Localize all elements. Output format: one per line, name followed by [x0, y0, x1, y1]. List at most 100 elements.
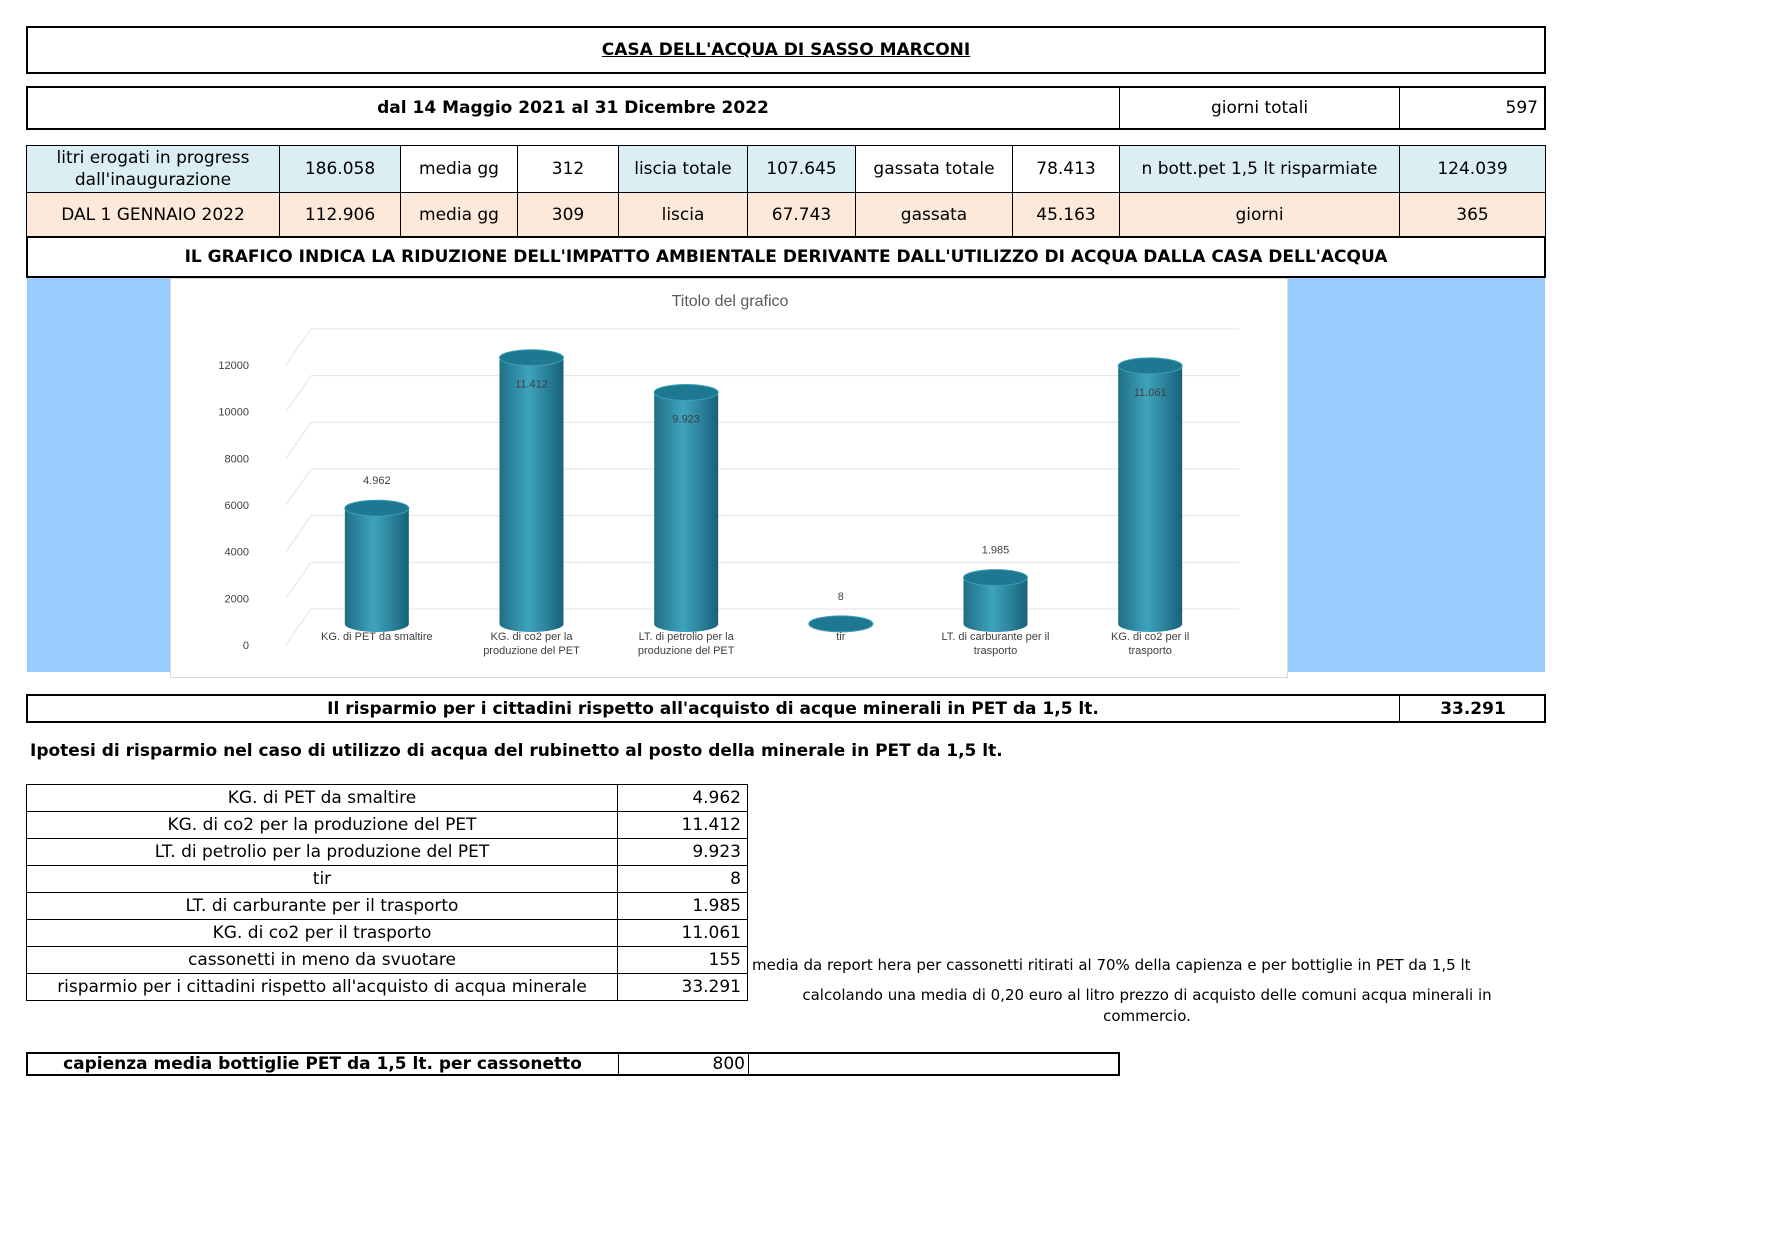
- table-row-value: 11.412: [617, 811, 748, 839]
- row2-total: 112.906: [279, 192, 401, 237]
- table-row-label: cassonetti in meno da svuotare: [26, 946, 618, 974]
- chart-panel: Titolo del grafico 0 2000 4000 6000 8000 1000…: [170, 278, 1288, 678]
- x-tick-label: tir: [836, 631, 846, 643]
- capienza-label: capienza media bottiglie PET da 1,5 lt. …: [63, 1054, 582, 1074]
- period-label: dal 14 Maggio 2021 al 31 Dicembre 2022: [377, 98, 769, 118]
- bar-top: [499, 349, 564, 367]
- table-row-label: tir: [26, 865, 618, 893]
- row1-gassata-label: gassata totale: [855, 145, 1013, 193]
- bar-body: [654, 392, 719, 632]
- data-label: 11.412: [515, 379, 548, 391]
- bar-body: [963, 577, 1028, 632]
- bar-body: [1118, 365, 1183, 632]
- gridline-diagonal: [285, 375, 312, 412]
- gridline-diagonal: [285, 608, 312, 646]
- y-tick-label: 12000: [218, 360, 249, 372]
- y-tick-label: 4000: [225, 547, 249, 559]
- table-row-label: risparmio per i cittadini rispetto all'a…: [26, 973, 618, 1001]
- table-row: LT. di petrolio per la produzione del PE…: [26, 838, 748, 866]
- row1-liscia: 107.645: [747, 145, 856, 193]
- table-row-value: 11.061: [617, 919, 748, 947]
- bar-top: [1117, 357, 1183, 375]
- row2-liscia: 67.743: [747, 192, 856, 237]
- y-tick-label: 2000: [225, 593, 249, 605]
- savings-label: Il risparmio per i cittadini rispetto al…: [327, 698, 1099, 719]
- table-row: KG. di co2 per la produzione del PET 11.4…: [26, 811, 748, 839]
- table-row-value: 155: [617, 946, 748, 974]
- note-risparmio: calcolando una media di 0,20 euro al lit…: [802, 986, 1492, 1025]
- bar-top: [344, 499, 410, 517]
- y-tick-label: 10000: [218, 407, 249, 419]
- row2-gassata: 45.163: [1012, 192, 1120, 237]
- gridline-diagonal: [285, 562, 312, 599]
- table-row-label: LT. di carburante per il trasporto: [26, 892, 618, 920]
- bar-top: [963, 569, 1028, 587]
- savings-row: [26, 694, 1546, 723]
- table-row-value: 33.291: [617, 973, 748, 1001]
- chart-title: Titolo del grafico: [672, 293, 789, 310]
- table-row-value: 1.985: [617, 892, 748, 920]
- x-tick-label: KG. di co2 per la produzione del PET: [483, 631, 580, 657]
- table-row-label: KG. di PET da smaltire: [26, 784, 618, 812]
- y-tick-label: 0: [243, 640, 249, 652]
- capienza-value: 800: [618, 1052, 749, 1076]
- hypothesis-text: Ipotesi di risparmio nel caso di utilizz…: [30, 741, 1003, 761]
- savings-value: 33.291: [1399, 694, 1546, 723]
- table-row: KG. di co2 per il trasporto 11.061: [26, 919, 748, 947]
- period-row: [26, 86, 1546, 130]
- table-row-label: KG. di co2 per il trasporto: [26, 919, 618, 947]
- giorni-totali-label: giorni totali: [1119, 86, 1400, 130]
- gridline-diagonal: [285, 422, 312, 459]
- savings-table: KG. di PET da smaltire 4.962 KG. di co2 pe…: [26, 784, 748, 1001]
- table-row: cassonetti in meno da svuotare 155: [26, 946, 748, 974]
- x-tick-label: LT. di petrolio per la produzione del PET: [638, 631, 735, 657]
- row1-liscia-label: liscia totale: [618, 145, 748, 193]
- gridline-diagonal: [285, 468, 312, 506]
- row2-giorni: 365: [1399, 192, 1546, 237]
- table-row-value: 8: [617, 865, 748, 893]
- row1-gassata: 78.413: [1012, 145, 1120, 193]
- table-row-label: KG. di co2 per la produzione del PET: [26, 811, 618, 839]
- giorni-totali-value: 597: [1505, 98, 1538, 118]
- note-cassonetti: media da report hera per cassonetti riti…: [752, 956, 1471, 974]
- capienza-row: [26, 1052, 1120, 1076]
- table-row: tir 8: [26, 865, 748, 893]
- chart-bar: [653, 383, 719, 632]
- chart-bar: [808, 615, 874, 633]
- gridline-diagonal: [285, 328, 312, 366]
- row2-giorni-label: giorni: [1119, 192, 1400, 237]
- row2-media: 309: [517, 192, 619, 237]
- y-tick-label: 6000: [225, 500, 249, 512]
- bar-body: [344, 508, 409, 632]
- data-label: 4.962: [363, 475, 391, 487]
- data-label: 9.923: [672, 413, 700, 425]
- bar-body: [499, 357, 564, 632]
- chart-bar: [344, 499, 410, 632]
- table-row: LT. di carburante per il trasporto 1.985: [26, 892, 748, 920]
- table-row: risparmio per i cittadini rispetto all'a…: [26, 973, 748, 1001]
- row1-total: 186.058: [279, 145, 401, 193]
- data-label: 1.985: [982, 545, 1010, 557]
- row1-media: 312: [517, 145, 619, 193]
- bar-top: [808, 615, 874, 633]
- x-tick-label: KG. di co2 per il trasporto: [1111, 631, 1189, 657]
- row2-gassata-label: gassata: [855, 192, 1013, 237]
- chart-bar: [1117, 357, 1183, 632]
- gridline-diagonal: [285, 515, 312, 552]
- row2-liscia-label: liscia: [618, 192, 748, 237]
- bar-chart: Titolo del grafico 0 2000 4000 6000 8000 1000…: [218, 293, 1239, 657]
- row1-media-label: media gg: [400, 145, 518, 193]
- bar-top: [653, 383, 719, 401]
- table-row-label: LT. di petrolio per la produzione del PE…: [26, 838, 618, 866]
- table-row-value: 4.962: [617, 784, 748, 812]
- row1-label: litri erogati in progress dall'inauguraz…: [26, 145, 280, 193]
- row1-bott-label: n bott.pet 1,5 lt risparmiate: [1119, 145, 1400, 193]
- row2-label: DAL 1 GENNAIO 2022: [26, 192, 280, 237]
- table-row: KG. di PET da smaltire 4.962: [26, 784, 748, 812]
- chart-banner: IL GRAFICO INDICA LA RIDUZIONE DELL'IMPA…: [26, 236, 1546, 278]
- x-tick-label: LT. di carburante per il trasporto: [941, 631, 1049, 657]
- chart-bar: [499, 349, 564, 632]
- table-row-value: 9.923: [617, 838, 748, 866]
- data-label: 11.061: [1134, 387, 1167, 399]
- row2-media-label: media gg: [400, 192, 518, 237]
